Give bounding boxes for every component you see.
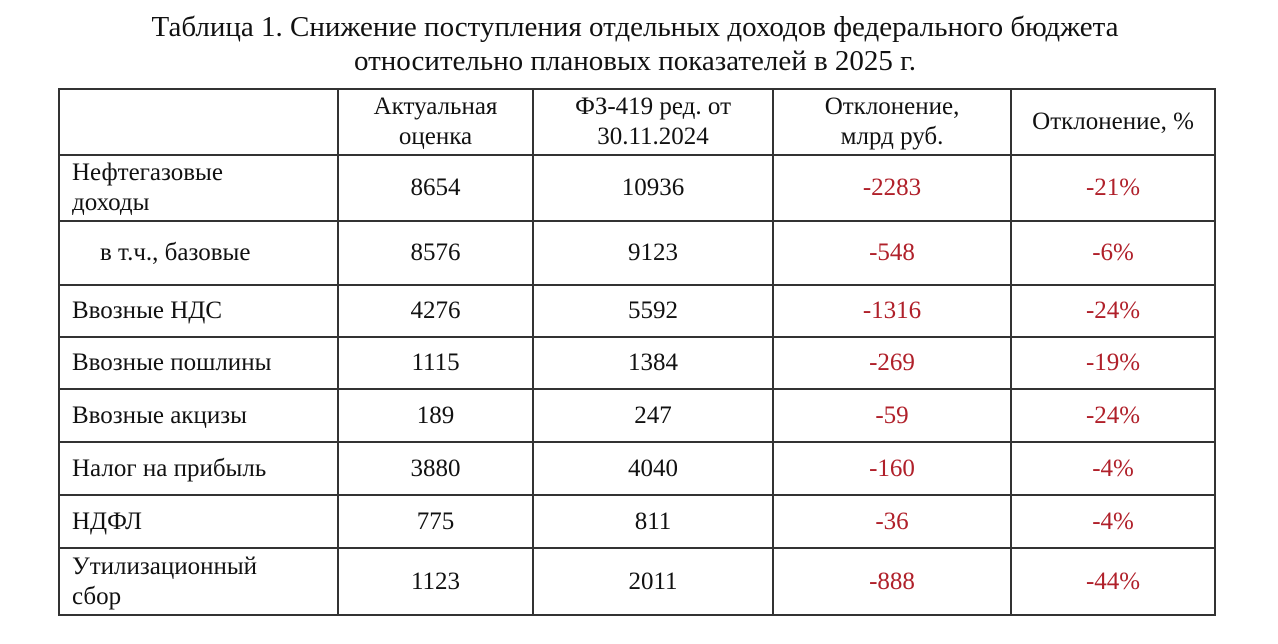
plan-value: 10936 [532,154,775,222]
actual-value: 775 [337,494,535,549]
row-label: Утилизационный сбор [57,547,340,616]
title-line-2: относительно плановых показателей в 2025… [353,45,917,77]
plan-value: 2011 [532,547,775,616]
actual-value: 1123 [337,547,535,616]
deviation-value: -160 [772,441,1013,496]
actual-value: 8654 [337,154,535,222]
deviation-value: -548 [772,220,1013,286]
header-deviation-text: Отклонение, млрд руб. [824,93,960,150]
plan-value: 4040 [532,441,775,496]
header-plan-text: ФЗ-419 ред. от 30.11.2024 [575,93,731,150]
header-deviation: Отклонение, млрд руб. [772,88,1013,156]
plan-value: 9123 [532,220,775,286]
deviation-pct-value: -6% [1010,220,1217,286]
deviation-pct-value: -24% [1010,284,1217,338]
deviation-value: -36 [772,494,1013,549]
deviation-value: -59 [772,388,1013,443]
header-plan: ФЗ-419 ред. от 30.11.2024 [532,88,775,156]
row-label: Ввозные пошлины [57,336,340,390]
deviation-value: -269 [772,336,1013,390]
actual-value: 4276 [337,284,535,338]
deviation-pct-value: -4% [1010,441,1217,496]
plan-value: 811 [532,494,775,549]
table-row: Утилизационный сбор 1123 2011 -888 -44% [57,547,1217,616]
actual-value: 189 [337,388,535,443]
table-row: Ввозные НДС 4276 5592 -1316 -24% [57,284,1217,338]
table-title: Таблица 1. Снижение поступления отдельны… [0,10,1270,78]
deviation-pct-value: -44% [1010,547,1217,616]
header-deviation-pct-text: Отклонение, % [1032,108,1194,135]
row-label: Ввозные акцизы [57,388,340,443]
table-row: в т.ч., базовые 8576 9123 -548 -6% [57,220,1217,286]
row-label: НДФЛ [57,494,340,549]
header-deviation-pct: Отклонение, % [1010,88,1217,156]
actual-value: 1115 [337,336,535,390]
title-line-1: Таблица 1. Снижение поступления отдельны… [151,11,1119,43]
table-row: Налог на прибыль 3880 4040 -160 -4% [57,441,1217,496]
header-actual: Актуальная оценка [337,88,535,156]
table-row: НДФЛ 775 811 -36 -4% [57,494,1217,549]
row-label: Налог на прибыль [57,441,340,496]
actual-value: 3880 [337,441,535,496]
table-row: Ввозные пошлины 1115 1384 -269 -19% [57,336,1217,390]
deviation-pct-value: -4% [1010,494,1217,549]
deviation-value: -1316 [772,284,1013,338]
header-actual-text: Актуальная оценка [373,93,498,150]
header-row: Актуальная оценка ФЗ-419 ред. от 30.11.2… [57,88,1217,156]
plan-value: 247 [532,388,775,443]
row-label: Ввозные НДС [57,284,340,338]
row-label: Нефтегазовые доходы [57,154,340,222]
revenue-table: Актуальная оценка ФЗ-419 ред. от 30.11.2… [57,88,1217,616]
deviation-pct-value: -21% [1010,154,1217,222]
deviation-value: -888 [772,547,1013,616]
actual-value: 8576 [337,220,535,286]
plan-value: 1384 [532,336,775,390]
deviation-value: -2283 [772,154,1013,222]
row-label: в т.ч., базовые [57,220,340,286]
table-row: Ввозные акцизы 189 247 -59 -24% [57,388,1217,443]
table-row: Нефтегазовые доходы 8654 10936 -2283 -21% [57,154,1217,222]
plan-value: 5592 [532,284,775,338]
deviation-pct-value: -24% [1010,388,1217,443]
header-label [57,88,340,156]
deviation-pct-value: -19% [1010,336,1217,390]
